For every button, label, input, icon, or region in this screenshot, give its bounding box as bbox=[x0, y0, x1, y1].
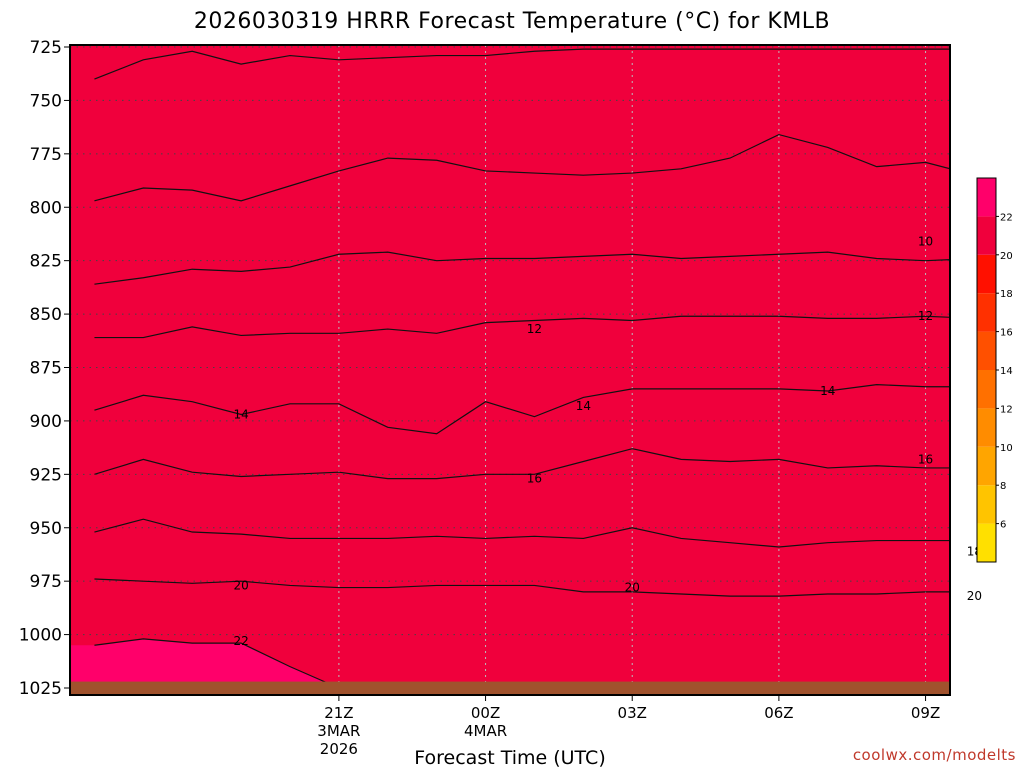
colorbar-swatch bbox=[977, 408, 996, 447]
x-axis: 21Z3MAR202600Z4MAR03Z06Z09Z12Z bbox=[317, 695, 940, 758]
colorbar-tick-label: 14 bbox=[1000, 366, 1013, 377]
isotherm-20 bbox=[94, 578, 950, 597]
y-axis: 725 750 775 800 825 850 875 900 925 950 975 1000 102… bbox=[19, 38, 70, 699]
y-tick-label: 900 bbox=[30, 412, 62, 432]
x-tick-date: 4MAR bbox=[464, 722, 507, 740]
y-tick-label: 1000 bbox=[19, 626, 62, 646]
isotherm-22 bbox=[94, 638, 340, 689]
y-tick-label: 775 bbox=[30, 145, 62, 165]
y-tick-label: 875 bbox=[30, 359, 62, 379]
isotherm-18 bbox=[94, 518, 950, 548]
isotherm-label: 10 bbox=[918, 234, 933, 248]
isotherm-label: 20 bbox=[967, 589, 982, 603]
colorbar-swatch bbox=[977, 178, 996, 217]
isotherm-8 bbox=[94, 133, 950, 202]
isotherm-label: 12 bbox=[527, 322, 542, 336]
colorbar-tick-label: 10 bbox=[1000, 443, 1013, 454]
y-tick-label: 725 bbox=[30, 38, 62, 58]
y-tick-label: 800 bbox=[30, 198, 62, 218]
colorbar-swatch bbox=[977, 331, 996, 370]
chart-title: 2026030319 HRRR Forecast Temperature (°C… bbox=[194, 9, 830, 34]
y-tick-label: 925 bbox=[30, 465, 62, 485]
temperature-fills bbox=[70, 45, 950, 695]
y-tick-label: 1025 bbox=[19, 679, 62, 699]
isotherm-label: 16 bbox=[527, 472, 542, 486]
isotherm-10 bbox=[94, 251, 950, 285]
colorbar-swatch bbox=[977, 216, 996, 255]
x-tick-date: 3MAR bbox=[317, 722, 360, 740]
plot-frame bbox=[69, 44, 951, 696]
isotherm-label: 14 bbox=[233, 408, 248, 422]
colorbar-tick-label: 20 bbox=[1000, 251, 1013, 262]
fill-band-below-22 bbox=[70, 45, 950, 695]
colorbar-tick-label: 12 bbox=[1000, 404, 1013, 415]
colorbar-tick-label: 22 bbox=[1000, 212, 1013, 223]
colorbar: 6 8 10 12 14 16 18 20 22 bbox=[976, 177, 1013, 563]
isotherm-label: 16 bbox=[918, 452, 933, 466]
y-tick-label: 750 bbox=[30, 91, 62, 111]
isotherm-lines bbox=[94, 48, 950, 689]
x-tick-year: 2026 bbox=[320, 740, 358, 758]
colorbar-swatch bbox=[977, 254, 996, 294]
colorbar-swatch bbox=[977, 523, 996, 562]
isotherm-14 bbox=[94, 383, 950, 435]
grid-lines bbox=[70, 45, 950, 695]
isotherm-6 bbox=[94, 48, 950, 80]
colorbar-swatch bbox=[977, 485, 996, 524]
y-tick-label: 975 bbox=[30, 572, 62, 592]
y-tick-label: 825 bbox=[30, 252, 62, 272]
isotherm-label: 20 bbox=[625, 581, 640, 595]
isotherm-label: 14 bbox=[820, 384, 835, 398]
y-tick-label: 850 bbox=[30, 305, 62, 325]
x-tick-label: 21Z bbox=[324, 704, 353, 722]
isotherm-16 bbox=[94, 448, 950, 480]
x-tick-label: 06Z bbox=[764, 704, 793, 722]
x-tick-label: 03Z bbox=[618, 704, 647, 722]
plot-area bbox=[70, 45, 950, 695]
colorbar-tick-label: 16 bbox=[1000, 328, 1013, 339]
x-tick-label: 00Z bbox=[471, 704, 500, 722]
colorbar-swatch bbox=[977, 370, 996, 409]
isotherm-label: 20 bbox=[233, 578, 248, 592]
x-tick-label: 09Z bbox=[911, 704, 940, 722]
y-tick-label: 950 bbox=[30, 519, 62, 539]
isotherm-12 bbox=[94, 315, 950, 339]
ground-layer bbox=[70, 681, 950, 695]
isotherm-label: 12 bbox=[918, 309, 933, 323]
colorbar-tick-label: 8 bbox=[1000, 481, 1006, 492]
credit-text: coolwx.com/modelts bbox=[853, 746, 1016, 764]
colorbar-swatch bbox=[977, 293, 996, 332]
isotherm-label: 22 bbox=[233, 634, 248, 648]
x-axis-label: Forecast Time (UTC) bbox=[414, 747, 605, 768]
colorbar-swatch bbox=[977, 446, 996, 486]
ground-fill bbox=[70, 681, 950, 695]
colorbar-tick-label: 18 bbox=[1000, 289, 1013, 300]
isotherm-label: 14 bbox=[576, 399, 591, 413]
colorbar-tick-label: 6 bbox=[1000, 520, 1006, 531]
